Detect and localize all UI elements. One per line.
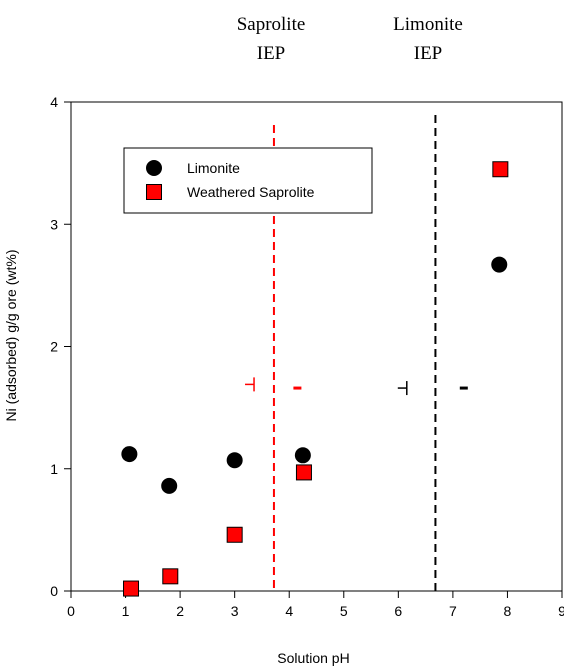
legend-marker-weathered-saprolite bbox=[146, 184, 162, 200]
iep-labels: Saprolite IEP Limonite IEP bbox=[237, 14, 463, 64]
y-tick-label: 1 bbox=[50, 461, 58, 477]
point-weathered-saprolite bbox=[226, 526, 243, 543]
plus-sign bbox=[397, 381, 408, 396]
y-tick-label: 4 bbox=[50, 94, 58, 110]
x-tick-label: 5 bbox=[340, 603, 348, 619]
legend-label: Weathered Saprolite bbox=[187, 184, 315, 200]
x-axis-title: Solution pH bbox=[277, 650, 349, 666]
x-axis-ticks: 0 1 2 3 4 5 6 7 8 9 bbox=[67, 591, 564, 619]
y-tick-label: 0 bbox=[50, 583, 58, 599]
y-tick-label: 2 bbox=[50, 339, 58, 355]
x-tick-label: 6 bbox=[394, 603, 402, 619]
y-tick-label: 3 bbox=[50, 216, 58, 232]
point-limonite bbox=[491, 256, 508, 273]
y-axis-ticks: 0 1 2 3 4 bbox=[50, 94, 71, 599]
x-tick-label: 7 bbox=[449, 603, 457, 619]
iep-label-line1: Limonite bbox=[393, 14, 463, 35]
point-weathered-saprolite bbox=[492, 161, 509, 178]
x-tick-label: 9 bbox=[558, 603, 564, 619]
x-tick-label: 2 bbox=[176, 603, 184, 619]
iep-label-line1: Saprolite bbox=[237, 14, 306, 35]
y-axis-title: Ni (adsorbed) g/g ore (wt%) bbox=[3, 250, 19, 422]
point-limonite bbox=[161, 477, 178, 494]
point-limonite bbox=[294, 447, 311, 464]
point-weathered-saprolite bbox=[162, 568, 179, 585]
legend-label: Limonite bbox=[187, 160, 240, 176]
reference-lines bbox=[272, 115, 437, 591]
charge-annotations bbox=[245, 377, 468, 396]
data-points bbox=[121, 161, 509, 597]
legend-box bbox=[123, 147, 373, 214]
point-weathered-saprolite bbox=[295, 464, 312, 481]
point-limonite bbox=[121, 446, 138, 463]
x-tick-label: 0 bbox=[67, 603, 75, 619]
x-tick-label: 4 bbox=[285, 603, 293, 619]
point-weathered-saprolite bbox=[123, 580, 140, 597]
plus-sign bbox=[245, 377, 255, 392]
iep-label-line2: IEP bbox=[257, 43, 286, 64]
legend: Limonite Weathered Saprolite bbox=[123, 147, 373, 214]
legend-marker-limonite bbox=[146, 160, 162, 176]
iep-label-line2: IEP bbox=[414, 43, 443, 64]
point-limonite bbox=[226, 452, 243, 469]
x-tick-label: 3 bbox=[231, 603, 239, 619]
x-tick-label: 1 bbox=[122, 603, 130, 619]
x-tick-label: 8 bbox=[504, 603, 512, 619]
